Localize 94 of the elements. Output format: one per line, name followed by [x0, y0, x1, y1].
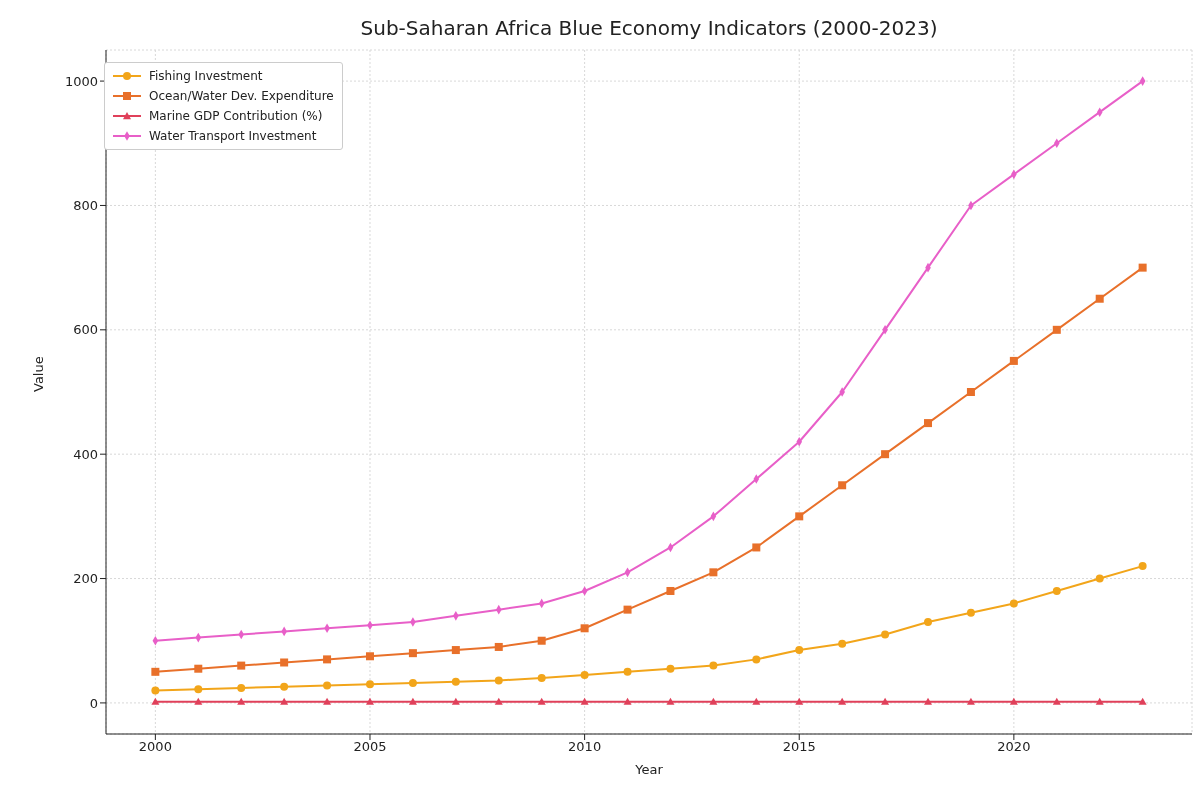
legend-label: Ocean/Water Dev. Expenditure [149, 88, 334, 105]
point [323, 681, 332, 690]
point [537, 674, 546, 683]
point [1138, 697, 1147, 705]
point [408, 679, 417, 688]
point [924, 618, 933, 627]
point [237, 661, 246, 670]
y-tick-label: 0 [89, 695, 98, 711]
point [1095, 697, 1104, 705]
point [924, 697, 933, 705]
point [709, 661, 718, 670]
x-tick-label: 2000 [138, 739, 172, 755]
point [1095, 574, 1104, 583]
point [752, 697, 761, 705]
point [924, 419, 933, 428]
point [1139, 76, 1146, 86]
point [1009, 599, 1018, 608]
point [580, 624, 589, 633]
y-tick-label: 400 [73, 446, 98, 462]
point [151, 686, 160, 695]
point [666, 586, 675, 595]
y-axis-title: Value [30, 356, 46, 392]
legend-label: Fishing Investment [149, 68, 263, 85]
point [623, 605, 632, 614]
point [451, 677, 460, 686]
chart-title: Sub-Saharan Africa Blue Economy Indicators (2000-2023) [359, 16, 939, 40]
y-tick-label: 1000 [64, 73, 98, 89]
point [881, 450, 890, 459]
point [1052, 325, 1061, 334]
x-tick-label: 2005 [353, 739, 387, 755]
point [451, 697, 460, 705]
point [451, 646, 460, 655]
point [1096, 107, 1103, 117]
point [194, 664, 203, 673]
point [966, 608, 975, 617]
point [151, 667, 160, 676]
point [408, 649, 417, 658]
point [580, 670, 589, 679]
point [881, 697, 890, 705]
point [581, 586, 588, 596]
point [408, 697, 417, 705]
point [365, 652, 374, 661]
point [537, 697, 546, 705]
point [494, 642, 503, 651]
point [1095, 294, 1104, 303]
y-tick-label: 800 [73, 198, 98, 214]
point [237, 697, 246, 705]
point [1009, 356, 1018, 365]
point [753, 474, 760, 484]
y-tick-label: 200 [73, 571, 98, 587]
point [752, 543, 761, 552]
x-tick-label: 2010 [568, 739, 602, 755]
point [795, 697, 804, 705]
y-tick-label: 600 [73, 322, 98, 338]
point [365, 680, 374, 689]
point [666, 664, 675, 673]
point [623, 697, 632, 705]
point [1052, 586, 1061, 595]
point [580, 697, 589, 705]
point [966, 697, 975, 705]
point [666, 697, 675, 705]
point [151, 697, 160, 705]
point [280, 658, 289, 667]
point [194, 685, 203, 694]
point [494, 676, 503, 685]
point [795, 512, 804, 521]
point [1138, 263, 1147, 272]
x-axis-title: Year [634, 762, 664, 777]
point [280, 697, 289, 705]
x-tick-label: 2015 [782, 739, 816, 755]
point [1052, 697, 1061, 705]
point [1138, 562, 1147, 571]
point [966, 388, 975, 396]
legend-label: Marine GDP Contribution (%) [149, 108, 323, 125]
legend-label: Water Transport Investment [149, 128, 317, 145]
point [795, 646, 804, 655]
point [1009, 697, 1018, 705]
point [709, 568, 718, 577]
point [280, 682, 289, 691]
point [709, 697, 718, 705]
point [838, 481, 847, 490]
point [881, 630, 890, 639]
point [752, 655, 761, 664]
point [194, 697, 203, 705]
point [323, 697, 332, 705]
point [623, 667, 632, 676]
point [494, 697, 503, 705]
point [365, 697, 374, 705]
point [838, 697, 847, 705]
point [323, 655, 332, 664]
point [537, 636, 546, 645]
point [838, 639, 847, 648]
point [237, 683, 246, 692]
x-tick-label: 2020 [997, 739, 1031, 755]
